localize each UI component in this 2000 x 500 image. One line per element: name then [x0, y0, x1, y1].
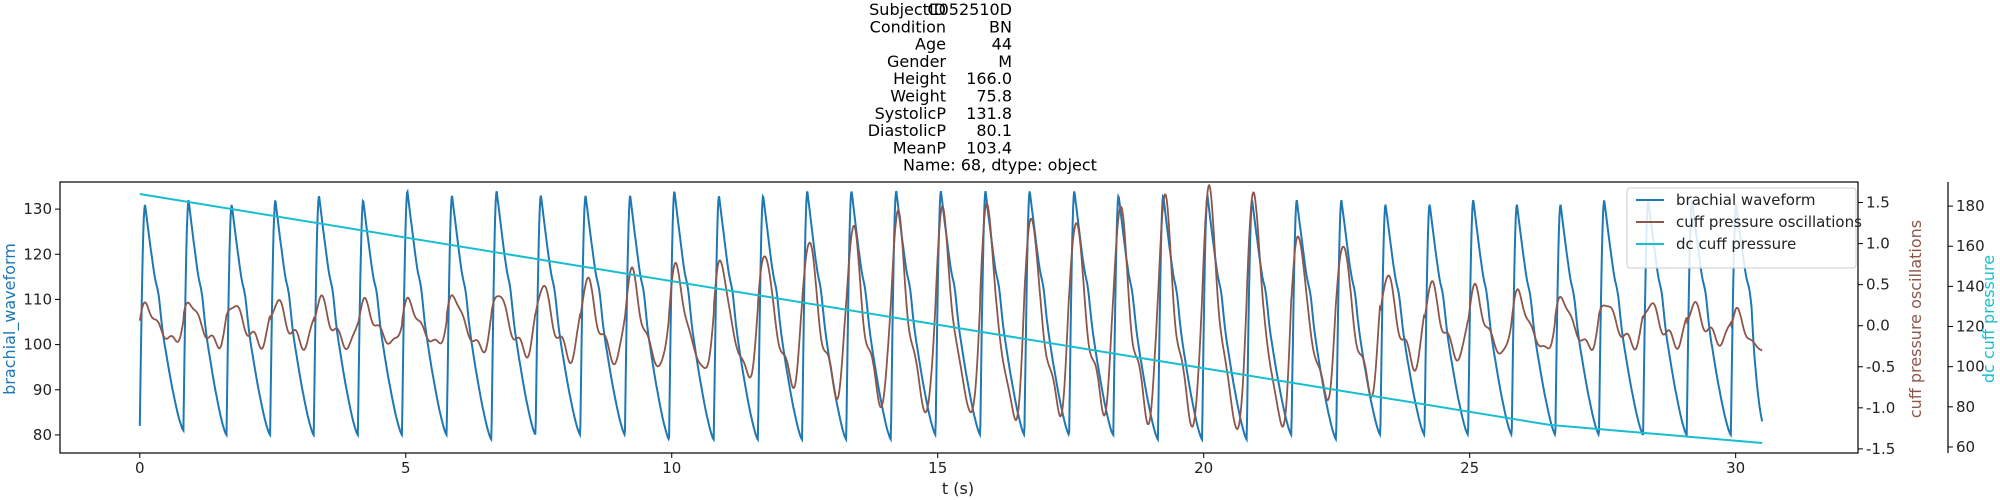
title-value: C052510D	[927, 0, 1012, 19]
series-brachial-waveform	[138, 188, 1764, 444]
legend-label-dc: dc cuff pressure	[1676, 235, 1796, 253]
title-value: 166.0	[966, 69, 1012, 88]
series-dc-cuff-pressure	[139, 193, 1763, 444]
legend-label-brachial: brachial waveform	[1676, 191, 1815, 209]
left-tick-label: 80	[33, 426, 52, 444]
x-tick-label: 10	[662, 459, 681, 477]
right1-tick-label: 0.0	[1866, 317, 1890, 335]
left-tick-label: 120	[23, 245, 52, 263]
title-key: SystolicP	[875, 104, 947, 123]
right2-tick-label: 140	[1956, 277, 1985, 295]
title-key: Gender	[887, 52, 946, 71]
title-key: Height	[893, 69, 946, 88]
right-y-axis-oscillations: -1.5 -1.0 -0.5 0.0 0.5 1.0 1.5	[1858, 194, 1895, 458]
right2-tick-label: 100	[1956, 358, 1985, 376]
right1-axis-label: cuff pressure oscillations	[1906, 220, 1925, 418]
left-axis-label: brachial_waveform	[0, 243, 20, 395]
x-axis: 0 5 10 15 20 25 30	[135, 453, 1745, 477]
legend: brachial waveform cuff pressure oscillat…	[1626, 187, 1862, 269]
title-key: MeanP	[893, 138, 947, 157]
title-value: 44	[992, 35, 1012, 54]
title-key: Weight	[890, 87, 946, 106]
right-y-axis-dc: 60 80 100 120 140 160 180	[1947, 182, 1985, 456]
right1-tick-label: -1.5	[1866, 440, 1895, 458]
right2-tick-label: 120	[1956, 318, 1985, 336]
right2-tick-label: 80	[1956, 398, 1975, 416]
right1-tick-label: 0.5	[1866, 276, 1890, 294]
x-tick-label: 30	[1726, 459, 1745, 477]
left-tick-label: 130	[23, 200, 52, 218]
x-tick-label: 20	[1194, 459, 1213, 477]
left-y-axis: 80 90 100 110 120 130	[23, 200, 60, 444]
title-key: SubjectID	[869, 0, 946, 19]
right1-tick-label: 1.0	[1866, 235, 1890, 253]
title-value: 103.4	[966, 138, 1012, 157]
plot-frame	[59, 181, 1859, 454]
x-tick-label: 5	[401, 459, 411, 477]
right1-tick-label: -1.0	[1866, 399, 1895, 417]
right2-tick-label: 60	[1956, 438, 1975, 456]
title-key: DiastolicP	[868, 121, 947, 140]
right2-axis-label: dc cuff pressure	[1979, 255, 1998, 383]
title-key: Condition	[870, 17, 946, 36]
title-value: BN	[989, 17, 1012, 36]
title-value: 131.8	[966, 104, 1012, 123]
chart-title: SubjectID C052510D Condition BN Age 44 Gender M…	[0, 0, 2000, 184]
left-tick-label: 110	[23, 290, 52, 308]
title-key: Age	[915, 35, 946, 54]
right2-tick-label: 180	[1956, 197, 1985, 215]
right1-tick-label: 1.5	[1866, 194, 1890, 212]
x-axis-label: t (s)	[942, 479, 974, 498]
title-value: M	[998, 52, 1012, 71]
series-cuff-pressure-oscillations	[138, 183, 1763, 430]
legend-label-oscillations: cuff pressure oscillations	[1676, 213, 1862, 231]
title-value: 75.8	[976, 87, 1012, 106]
x-tick-label: 15	[928, 459, 947, 477]
x-tick-label: 0	[135, 459, 145, 477]
series-layer	[138, 183, 1764, 444]
title-footer: Name: 68, dtype: object	[903, 156, 1097, 175]
legend-box	[1626, 187, 1857, 269]
right1-tick-label: -0.5	[1866, 358, 1895, 376]
left-tick-label: 100	[23, 336, 52, 354]
left-tick-label: 90	[33, 381, 52, 399]
title-value: 80.1	[976, 121, 1012, 140]
right2-tick-label: 160	[1956, 237, 1985, 255]
x-tick-label: 25	[1460, 459, 1479, 477]
